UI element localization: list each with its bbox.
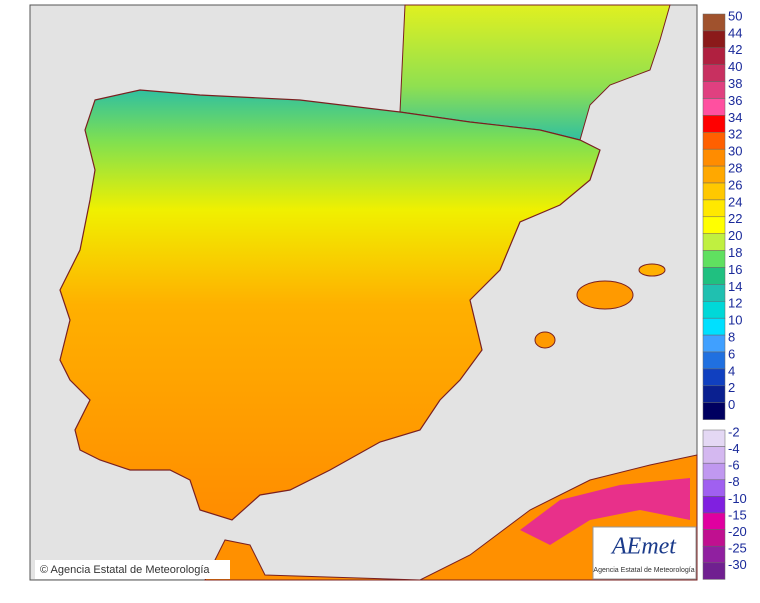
legend-label: 12 (728, 296, 742, 311)
legend-label: 2 (728, 380, 735, 395)
legend-label: 24 (728, 194, 742, 209)
legend-swatch (702, 462, 726, 481)
legend-label: 14 (728, 279, 742, 294)
legend-label: -20 (728, 524, 747, 539)
legend-swatch (702, 98, 726, 116)
africa (204, 454, 698, 581)
legend-swatch (702, 385, 726, 403)
legend-swatch (702, 64, 726, 82)
legend-swatch (702, 368, 726, 387)
mallorca (576, 280, 634, 310)
legend-label: 34 (728, 110, 742, 125)
legend-label: 18 (728, 245, 742, 260)
legend-label: -30 (728, 557, 747, 572)
legend-swatch (702, 301, 726, 319)
legend-label: 44 (728, 25, 742, 40)
legend-swatch (702, 13, 726, 32)
legend-swatch (702, 496, 726, 514)
legend-swatch (702, 429, 726, 447)
legend-swatch (702, 479, 726, 497)
legend-label: 4 (728, 363, 735, 378)
legend-swatch (702, 267, 726, 285)
legend-swatch (702, 334, 726, 353)
legend-label: 16 (728, 262, 742, 277)
legend-label: 22 (728, 211, 742, 226)
legend-swatch (702, 545, 726, 564)
legend-label: 6 (728, 346, 735, 361)
legend-swatch (702, 317, 726, 336)
copyright: © Agencia Estatal de Meteorología (40, 564, 210, 576)
legend-label: 0 (728, 397, 735, 412)
legend-swatch (702, 351, 726, 370)
copyright-box (35, 560, 230, 579)
legend-swatch (702, 47, 726, 65)
legend-swatch (702, 562, 726, 580)
legend-label: 36 (728, 93, 742, 108)
logo-box (592, 526, 697, 580)
legend-label: 42 (728, 42, 742, 57)
legend-label: -10 (728, 491, 747, 506)
legend-swatch (702, 284, 726, 302)
legend-label: -2 (728, 424, 740, 439)
legend-swatch (702, 446, 726, 464)
legend-swatch (702, 132, 726, 150)
legend-swatch (702, 250, 726, 268)
legend-swatch (702, 402, 726, 420)
legend-swatch (702, 512, 726, 530)
menorca (638, 263, 666, 277)
legend-label: -15 (728, 507, 747, 522)
africa-mountains (520, 478, 690, 545)
legend-label: -25 (728, 541, 747, 556)
legend-swatch (702, 165, 726, 184)
logo-subtitle: Agencia Estatal de Meteorología (593, 567, 694, 574)
ibiza (534, 331, 556, 349)
legend-swatch (702, 182, 726, 201)
legend-label: -8 (728, 474, 740, 489)
legend-swatch (702, 199, 726, 218)
legend-label: 38 (728, 76, 742, 91)
legend-label: 50 (728, 8, 742, 23)
legend-label: 32 (728, 127, 742, 142)
logo-name: AEmet (610, 534, 677, 560)
legend-label: -6 (728, 458, 740, 473)
legend-label: 10 (728, 313, 742, 328)
legend-swatch (702, 148, 726, 167)
legend-swatch (702, 81, 726, 99)
legend-label: 28 (728, 161, 742, 176)
legend-swatch (702, 30, 726, 49)
legend-label: 40 (728, 59, 742, 74)
legend-swatch (702, 233, 726, 251)
legend-swatch (702, 529, 726, 547)
legend-label: 8 (728, 330, 735, 345)
iberia (59, 89, 601, 521)
legend-swatch (702, 216, 726, 234)
legend-label: 30 (728, 144, 742, 159)
legend-swatch (702, 115, 726, 133)
legend-label: 20 (728, 228, 742, 243)
legend-label: 26 (728, 177, 742, 192)
legend-label: -4 (728, 441, 740, 456)
